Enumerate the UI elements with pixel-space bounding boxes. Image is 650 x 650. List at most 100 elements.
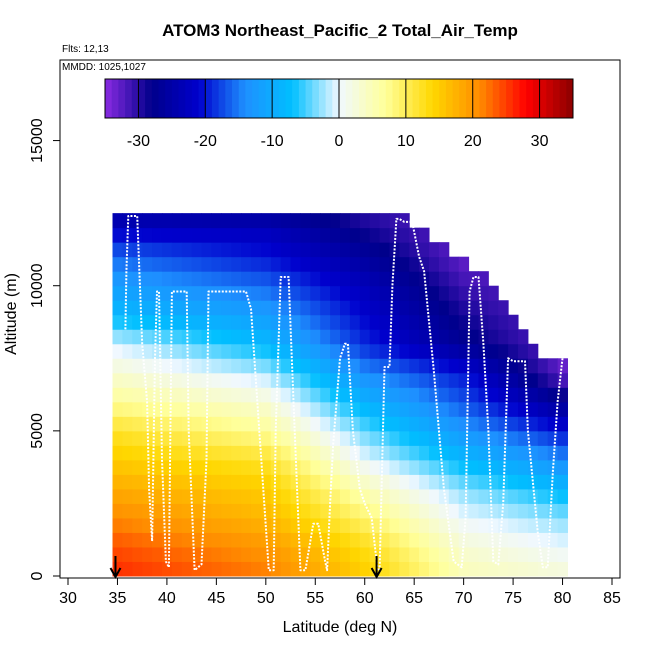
heatmap-cell bbox=[280, 300, 292, 316]
heatmap-cell bbox=[518, 372, 529, 388]
heatmap-cell bbox=[537, 503, 549, 519]
heatmap-cell bbox=[349, 546, 361, 562]
heatmap-cell bbox=[419, 314, 430, 330]
heatmap-cell bbox=[250, 416, 262, 432]
heatmap-cell bbox=[250, 430, 262, 446]
heatmap-cell bbox=[201, 314, 212, 330]
heatmap-cell bbox=[142, 213, 153, 229]
heatmap-cell bbox=[429, 372, 440, 388]
heatmap-cell bbox=[310, 343, 321, 359]
heatmap-cell bbox=[280, 372, 292, 388]
heatmap-cell bbox=[171, 517, 183, 533]
heatmap-cell bbox=[330, 561, 341, 577]
heatmap-cell bbox=[448, 532, 460, 548]
heatmap-cell bbox=[152, 445, 163, 461]
heatmap-cell bbox=[518, 430, 529, 446]
heatmap-cell bbox=[379, 285, 390, 301]
heatmap-cell bbox=[250, 213, 262, 229]
heatmap-cell bbox=[122, 488, 133, 504]
heatmap-cell bbox=[340, 271, 351, 287]
heatmap-cell bbox=[231, 430, 242, 446]
heatmap-cell bbox=[508, 488, 519, 504]
heatmap-cell bbox=[478, 561, 489, 577]
heatmap-cell bbox=[290, 271, 301, 287]
heatmap-cell bbox=[280, 459, 292, 475]
heatmap-cell bbox=[142, 445, 153, 461]
heatmap-cell bbox=[280, 329, 292, 345]
heatmap-cell bbox=[369, 242, 381, 258]
heatmap-cell bbox=[132, 430, 143, 446]
heatmap-cell bbox=[429, 401, 440, 417]
heatmap-cell bbox=[171, 271, 183, 287]
heatmap-cell bbox=[409, 372, 420, 388]
heatmap-cell bbox=[152, 329, 163, 345]
heatmap-cell bbox=[359, 213, 371, 229]
heatmap-cell bbox=[488, 300, 499, 316]
heatmap-cell bbox=[330, 532, 341, 548]
heatmap-cell bbox=[468, 503, 479, 519]
heatmap-cell bbox=[241, 300, 252, 316]
heatmap-cell bbox=[468, 343, 479, 359]
heatmap-cell bbox=[152, 256, 163, 272]
heatmap-cell bbox=[389, 329, 400, 345]
heatmap-cell bbox=[399, 561, 410, 577]
heatmap-cell bbox=[191, 285, 203, 301]
heatmap-cell bbox=[191, 474, 203, 490]
x-tick-label: 55 bbox=[306, 590, 324, 607]
heatmap-cell bbox=[270, 488, 282, 504]
heatmap-cell bbox=[320, 546, 331, 562]
heatmap-cell bbox=[498, 343, 509, 359]
heatmap-cell bbox=[557, 474, 568, 490]
heatmap-cell bbox=[270, 213, 282, 229]
heatmap-cell bbox=[340, 474, 351, 490]
heatmap-cell bbox=[527, 517, 539, 533]
heatmap-cell bbox=[330, 474, 341, 490]
heatmap-cell bbox=[250, 474, 262, 490]
heatmap-cell bbox=[250, 561, 262, 577]
colorbar-segment bbox=[419, 79, 427, 118]
heatmap-cell bbox=[488, 329, 499, 345]
heatmap-cell bbox=[340, 343, 351, 359]
heatmap-cell bbox=[250, 271, 262, 287]
heatmap-cell bbox=[300, 546, 311, 562]
heatmap-cell bbox=[508, 503, 519, 519]
heatmap-cell bbox=[438, 242, 450, 258]
heatmap-cell bbox=[438, 329, 450, 345]
colorbar-segment bbox=[272, 79, 280, 118]
heatmap-cell bbox=[409, 227, 420, 243]
heatmap-cell bbox=[260, 271, 272, 287]
heatmap-cell bbox=[112, 488, 123, 504]
colorbar-segment bbox=[198, 79, 206, 118]
heatmap-cell bbox=[280, 561, 292, 577]
heatmap-cell bbox=[290, 546, 301, 562]
heatmap-cell bbox=[231, 387, 242, 403]
heatmap-cell bbox=[142, 256, 153, 272]
heatmap-cell bbox=[310, 488, 321, 504]
heatmap-cell bbox=[112, 343, 123, 359]
heatmap-cell bbox=[389, 271, 400, 287]
heatmap-cell bbox=[320, 532, 331, 548]
heatmap-cell bbox=[241, 401, 252, 417]
heatmap-cell bbox=[369, 358, 381, 374]
heatmap-cell bbox=[448, 387, 460, 403]
heatmap-cell bbox=[250, 517, 262, 533]
heatmap-cell bbox=[221, 329, 232, 345]
heatmap-cell bbox=[399, 314, 410, 330]
colorbar-segment bbox=[539, 79, 547, 118]
heatmap-cell bbox=[508, 546, 519, 562]
colorbar-segment bbox=[278, 79, 286, 118]
heatmap-cell bbox=[389, 561, 400, 577]
heatmap-cell bbox=[260, 227, 272, 243]
heatmap-cell bbox=[122, 372, 133, 388]
heatmap-cell bbox=[448, 300, 460, 316]
heatmap-cell bbox=[300, 387, 311, 403]
heatmap-cell bbox=[250, 300, 262, 316]
heatmap-cell bbox=[458, 561, 470, 577]
heatmap-cell bbox=[231, 285, 242, 301]
heatmap-cell bbox=[498, 401, 509, 417]
colorbar-segment bbox=[165, 79, 173, 118]
colorbar-segment bbox=[205, 79, 213, 118]
heatmap-cell bbox=[359, 271, 371, 287]
heatmap-cell bbox=[221, 213, 232, 229]
heatmap-cell bbox=[359, 474, 371, 490]
